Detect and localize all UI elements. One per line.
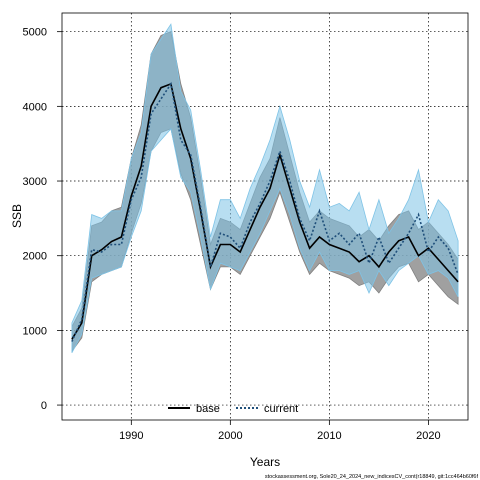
series-lines (71, 81, 459, 342)
line-current (71, 81, 459, 342)
x-tick-label-2010: 2010 (317, 430, 341, 442)
y-tick-label-2000: 2000 (23, 251, 47, 263)
legend-label-base: base (196, 403, 220, 415)
x-axis-title: Years (250, 455, 280, 469)
plot-frame (61, 12, 469, 421)
legend-label-current: current (264, 403, 298, 415)
x-tick-label-1990: 1990 (119, 430, 143, 442)
x-tick-label-2020: 2020 (416, 430, 440, 442)
y-tick-label-5000: 5000 (23, 27, 47, 39)
x-axis-ticks: 1990 2000 2010 2020 (119, 420, 441, 442)
band-current (71, 23, 459, 353)
footnote: stockassessment.org, Sole20_24_2024_new_… (265, 474, 479, 480)
confidence-bands (71, 23, 459, 353)
y-axis-ticks: 0 1000 2000 3000 4000 5000 (23, 27, 62, 412)
y-tick-label-4000: 4000 (23, 101, 47, 113)
line-base (71, 82, 459, 340)
x-tick-label-2000: 2000 (218, 430, 242, 442)
y-tick-label-0: 0 (41, 400, 47, 412)
y-axis-title: SSB (10, 204, 24, 228)
legend: base current (168, 403, 298, 415)
y-tick-label-1000: 1000 (23, 325, 47, 337)
y-tick-label-3000: 3000 (23, 176, 47, 188)
